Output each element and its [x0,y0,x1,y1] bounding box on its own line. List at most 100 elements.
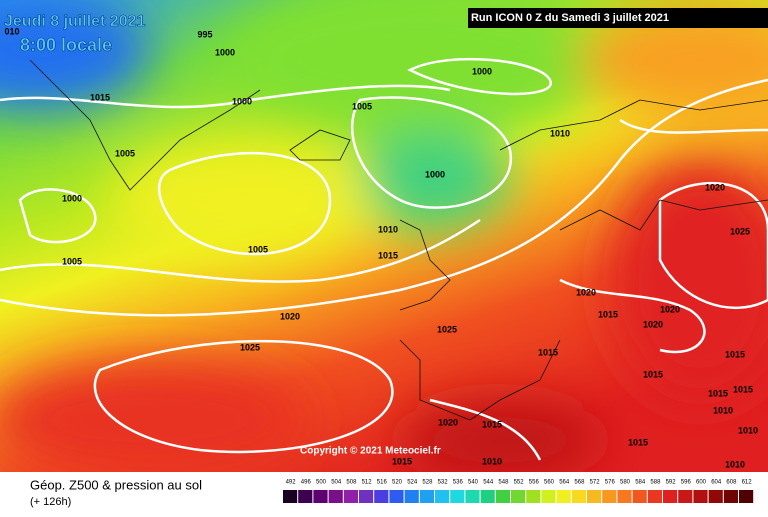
isobar-label: 1010 [725,459,745,469]
colorbar-cell [450,490,465,503]
colorbar-cell [739,490,754,503]
time: 8:00 locale [20,35,112,55]
isobar-label: 1005 [115,148,135,158]
isobar-label: 1015 [482,419,502,429]
colorbar-cell [541,490,556,503]
colorbar-label: 496 [301,480,312,486]
colorbar-cell [495,490,510,503]
isobar-label: 1010 [713,405,733,415]
isobar-label: 1025 [437,324,457,334]
isobar-label: 1015 [90,92,110,102]
colorbar-cell [693,490,708,503]
date: Jeudi 8 juillet 2021 [4,13,146,30]
run-info: Run ICON 0 Z du Samedi 3 juillet 2021 [471,12,669,24]
colorbar-label: 604 [711,480,722,486]
colorbar-label: 612 [742,480,753,486]
colorbar-cell [708,490,723,503]
isobar-label: 1015 [725,349,745,359]
isobar-label: 1005 [352,101,372,111]
isobar-label: 1015 [643,369,663,379]
isobar-label: 1020 [576,287,596,297]
isobar-label: 1020 [643,319,663,329]
isobar-label: 1015 [538,347,558,357]
colorbar-cell [389,490,404,503]
colorbar-cell [511,490,526,503]
isobar-label: 995 [197,29,212,39]
colorbar-label: 516 [377,480,388,486]
legend-title: Géop. Z500 & pression au sol [30,477,202,492]
colorbar-cell [419,490,434,503]
colorbar-cell [343,490,358,503]
isobar-label: 1000 [232,96,252,106]
colorbar-label: 524 [407,480,418,486]
isobar-label: 1015 [733,384,753,394]
run-box [468,8,768,28]
colorbar-label: 588 [650,480,661,486]
colorbar-label: 528 [422,480,433,486]
colorbar-label: 600 [696,480,707,486]
colorbar-label: 492 [286,480,297,486]
isobar-label: 1010 [550,128,570,138]
isobar-label: 1015 [378,250,398,260]
colorbar-cell [617,490,632,503]
colorbar-label: 592 [666,480,677,486]
colorbar-cell [587,490,602,503]
colorbar-label: 560 [544,480,555,486]
colorbar-cell [647,490,662,503]
colorbar-label: 544 [483,480,494,486]
colorbar-cell [404,490,419,503]
colorbar-cell [480,490,495,503]
colorbar-cell [313,490,328,503]
isobar-label: 1010 [482,456,502,466]
isobar-label: 1015 [708,388,728,398]
colorbar-cell [571,490,586,503]
colorbar-cell [678,490,693,503]
colorbar-label: 556 [529,480,540,486]
colorbar: 492 496 500 504 508 512 516 520 524 528 532 536 540 5… [283,480,754,503]
isobar-label: 1000 [215,47,235,57]
isobar-label: 1015 [392,456,412,466]
isobar-label: 1000 [472,66,492,76]
field-shading [0,0,768,480]
coastlines [29,59,768,421]
colorbar-cell [328,490,343,503]
colorbar-cell [359,490,374,503]
colorbar-label: 504 [331,480,342,486]
isobar-label: 1000 [425,169,445,179]
legend-subtitle: (+ 126h) [30,496,71,508]
colorbar-cell [526,490,541,503]
colorbar-label: 536 [453,480,464,486]
colorbar-label: 520 [392,480,403,486]
copyright: Copyright © 2021 Meteociel.fr [300,446,441,457]
isobar-label: 1005 [62,256,82,266]
colorbar-label: 584 [635,480,646,486]
colorbar-cell [374,490,389,503]
isobar-label: 1020 [280,311,300,321]
colorbar-label: 512 [362,480,373,486]
colorbar-cell [435,490,450,503]
isobar-label: 1025 [730,226,750,236]
isobar-label: 1015 [598,309,618,319]
isobar-label: 1005 [248,244,268,254]
isobar-label: 010 [4,26,19,36]
colorbar-label: 608 [726,480,737,486]
colorbar-label: 576 [605,480,616,486]
colorbar-cell [283,490,298,503]
isobar-label: 1010 [378,224,398,234]
colorbar-label: 568 [574,480,585,486]
colorbar-cell [298,490,313,503]
isobar-label: 1025 [240,342,260,352]
isobar-label: 1020 [660,304,680,314]
colorbar-label: 596 [681,480,692,486]
colorbar-label: 532 [438,480,449,486]
colorbar-label: 564 [559,480,570,486]
colorbar-cell [602,490,617,503]
colorbar-label: 580 [620,480,631,486]
colorbar-cell [556,490,571,503]
colorbar-label: 572 [590,480,601,486]
isobar-label: 1020 [438,417,458,427]
colorbar-label: 552 [514,480,525,486]
colorbar-cell [465,490,480,503]
